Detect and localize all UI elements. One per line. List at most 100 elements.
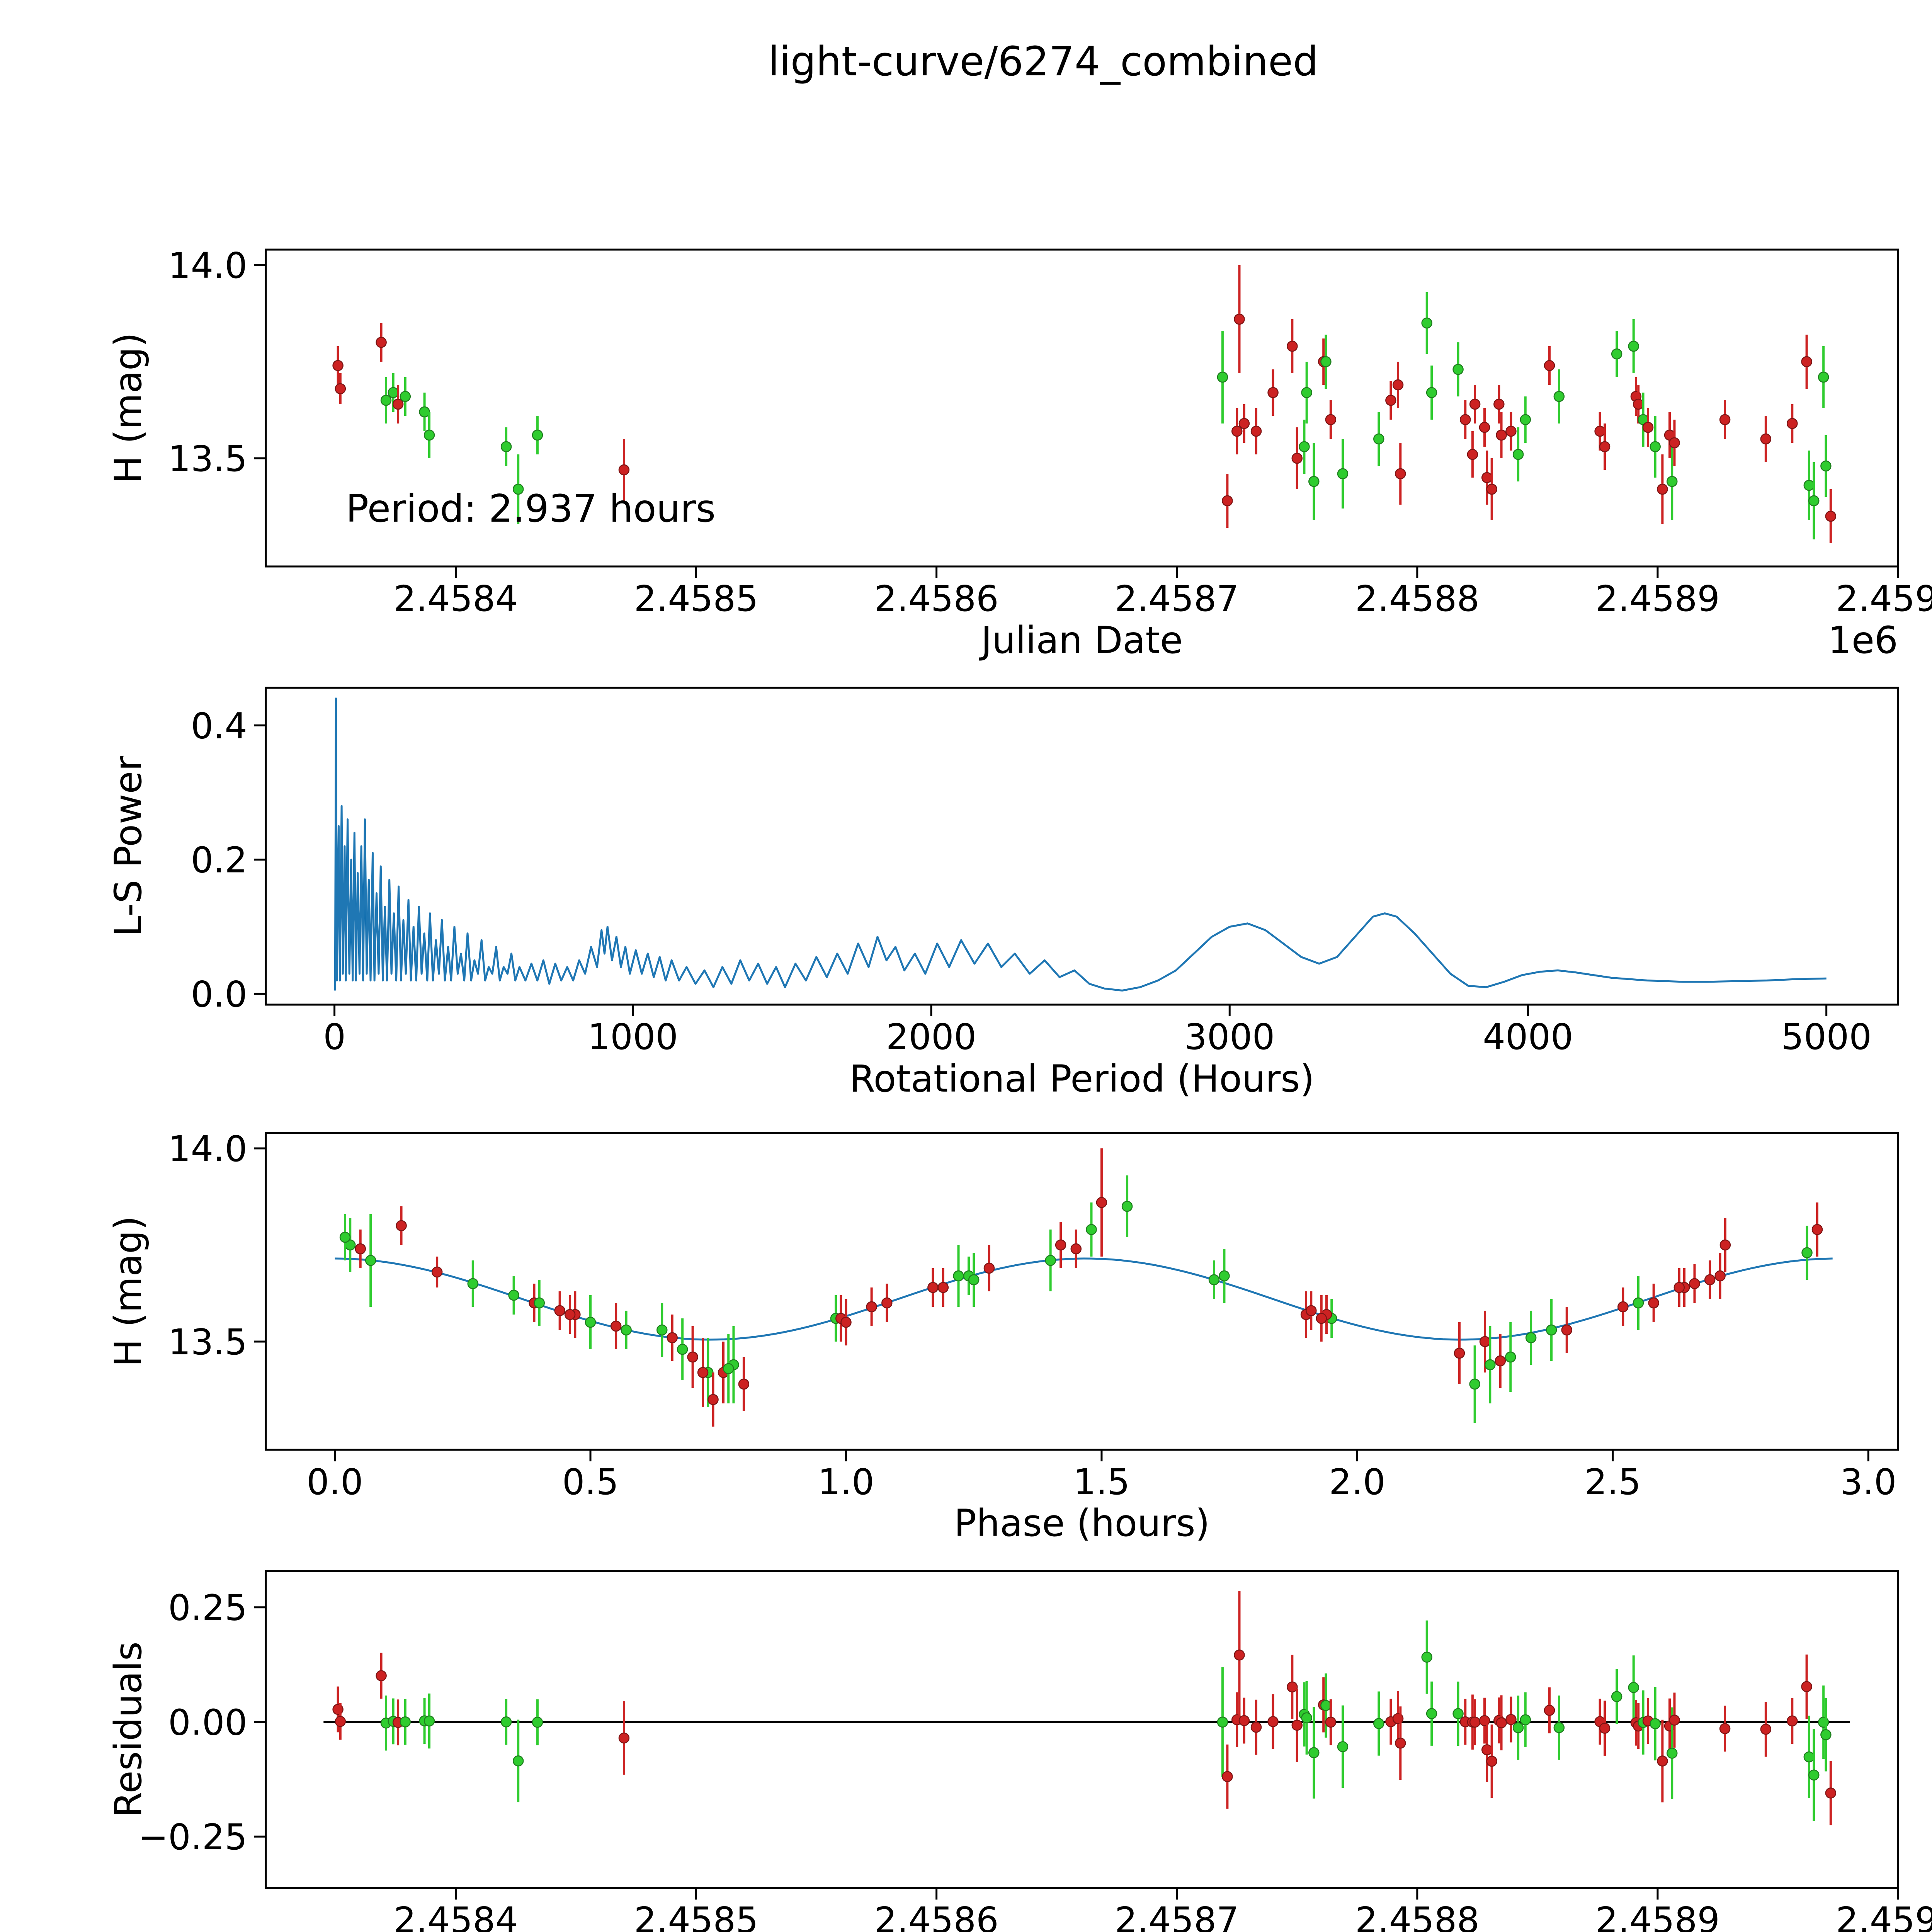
data-point — [335, 1716, 346, 1727]
data-point — [687, 1351, 698, 1363]
data-point — [508, 1289, 519, 1301]
data-point — [1395, 1737, 1406, 1749]
data-point — [1787, 1715, 1798, 1727]
data-point — [1287, 340, 1298, 352]
periodogram-line — [334, 697, 1827, 992]
data-point — [1820, 460, 1832, 472]
x-tick-label: 1000 — [588, 1016, 678, 1058]
data-point — [1421, 1651, 1432, 1663]
x-tick-label: 2.0 — [1329, 1461, 1385, 1503]
x-tick-label: 4000 — [1483, 1016, 1573, 1058]
data-point — [968, 1274, 980, 1286]
x-tick-label: 2.4586 — [874, 578, 999, 619]
data-point — [1291, 1719, 1303, 1731]
data-point — [1689, 1278, 1700, 1289]
data-point — [1544, 1705, 1555, 1716]
data-point — [1505, 1351, 1516, 1363]
data-point — [1544, 360, 1555, 371]
data-point — [1611, 1691, 1622, 1702]
subplot-2-series — [334, 697, 1827, 992]
data-point — [1459, 414, 1471, 425]
data-point — [1208, 1274, 1220, 1286]
data-point — [1633, 1297, 1644, 1309]
data-point — [335, 383, 346, 395]
data-point — [1808, 1769, 1820, 1781]
subplot-1: 2.4584 2.4585 2.4586 2.4587 2.4588 2.4589 2.45… — [168, 245, 1932, 619]
data-point — [423, 1715, 435, 1727]
data-point — [1481, 472, 1493, 483]
x-tick-label: 2.5 — [1585, 1461, 1641, 1503]
x-offset-label-top: 1e6 — [1828, 619, 1898, 662]
data-point — [339, 1231, 351, 1243]
axes-frame — [265, 1570, 1899, 1889]
data-point — [1055, 1239, 1066, 1251]
data-point — [564, 1309, 576, 1320]
x-tick-label: 2.4589 — [1595, 1900, 1720, 1932]
data-point — [1306, 1305, 1317, 1316]
ylabel-h-mag-top: H (mag) — [107, 333, 150, 484]
data-point — [1320, 356, 1332, 367]
y-tick-label: 13.5 — [168, 438, 247, 480]
data-point — [1250, 425, 1262, 437]
data-point — [512, 483, 524, 495]
data-point — [1628, 1682, 1639, 1693]
data-point — [396, 1220, 407, 1231]
y-tick-label: 14.0 — [168, 1128, 247, 1170]
data-point — [1553, 391, 1565, 402]
data-point — [1267, 387, 1279, 398]
data-point — [532, 1716, 543, 1728]
data-point — [1481, 1744, 1493, 1755]
x-tick-label: 5000 — [1781, 1016, 1872, 1058]
data-point — [1086, 1224, 1097, 1235]
data-point — [656, 1324, 668, 1336]
x-tick-label: 2.4585 — [634, 1900, 759, 1932]
data-point — [1553, 1722, 1565, 1733]
data-point — [1426, 387, 1437, 398]
data-point — [1234, 1649, 1245, 1661]
data-point — [618, 464, 630, 476]
ylabel-ls-power: L-S Power — [107, 755, 150, 937]
data-point — [534, 1297, 545, 1309]
fit-curve — [335, 1257, 1833, 1341]
data-point — [1650, 1718, 1661, 1730]
data-point — [1231, 425, 1243, 437]
data-point — [1633, 398, 1644, 410]
y-tick-label: 14.0 — [168, 245, 247, 286]
x-tick-label: 2.4585 — [634, 578, 759, 619]
ylabel-h-mag-phase: H (mag) — [107, 1216, 150, 1367]
data-point — [1337, 468, 1349, 480]
data-point — [1642, 422, 1654, 433]
x-tick-label: 1.5 — [1073, 1461, 1130, 1503]
data-point — [1217, 1716, 1228, 1728]
data-point — [1512, 449, 1524, 460]
x-tick-label: 0 — [323, 1016, 346, 1058]
data-point — [1787, 418, 1798, 429]
data-point — [1525, 1332, 1537, 1344]
data-point — [376, 337, 387, 348]
x-tick-label: 2000 — [886, 1016, 976, 1058]
data-point — [1250, 1721, 1262, 1733]
data-point — [1426, 1708, 1437, 1719]
data-point — [840, 1316, 852, 1328]
data-point — [610, 1320, 622, 1332]
data-point — [1505, 425, 1517, 437]
data-point — [881, 1297, 893, 1309]
data-point — [1287, 1681, 1298, 1693]
data-point — [585, 1316, 596, 1328]
y-tick-label: 0.0 — [191, 974, 247, 1015]
data-point — [667, 1332, 678, 1344]
x-tick-label: 2.4587 — [1115, 578, 1239, 619]
data-point — [953, 1270, 964, 1282]
data-point — [431, 1266, 443, 1278]
subplot-4-series — [323, 1591, 1850, 1825]
x-tick-label: 3000 — [1184, 1016, 1275, 1058]
data-point — [1267, 1716, 1279, 1727]
data-point — [1121, 1201, 1133, 1212]
data-point — [1520, 1714, 1531, 1726]
data-point — [1811, 1224, 1823, 1235]
x-tick-label: 2.4584 — [393, 578, 518, 619]
data-point — [1486, 1755, 1497, 1767]
data-point — [1673, 1282, 1685, 1293]
data-point — [512, 1755, 524, 1767]
data-point — [1222, 1771, 1233, 1782]
